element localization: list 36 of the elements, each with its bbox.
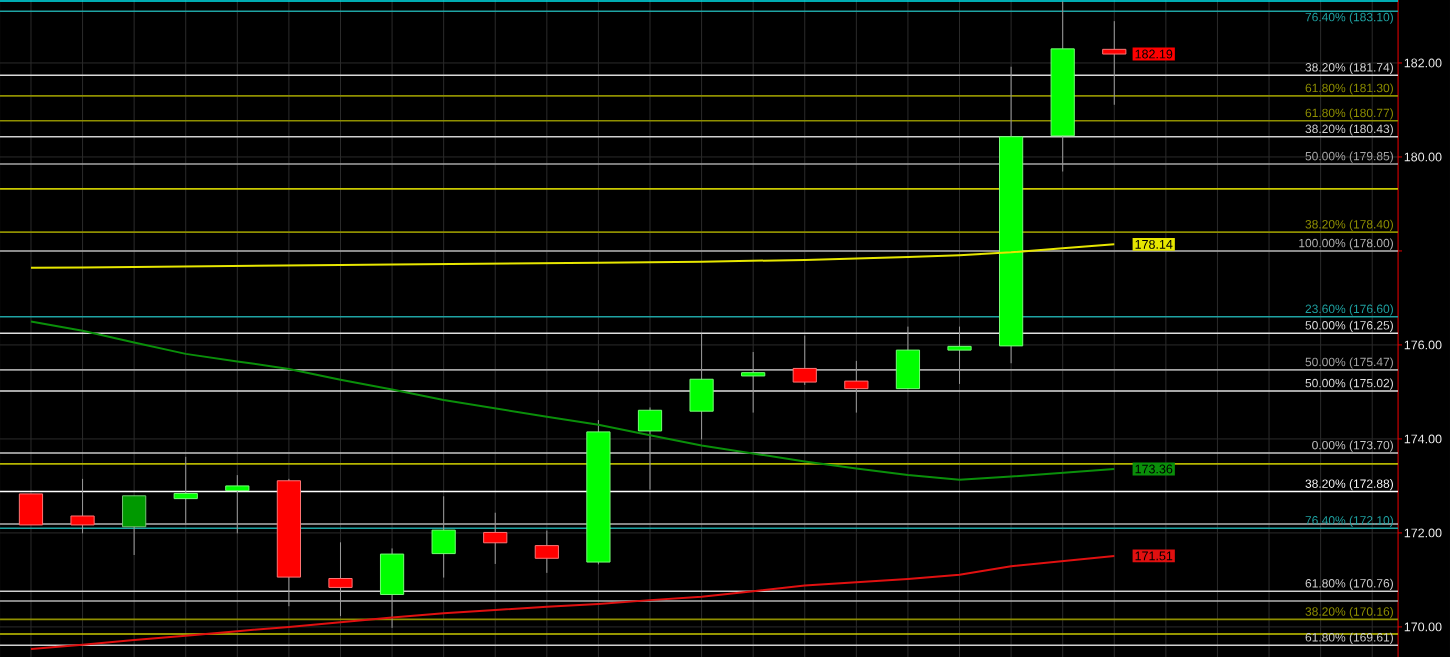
candlestick: [225, 474, 250, 534]
ref-line-label: 38.20% (181.74): [1305, 62, 1393, 74]
ref-line-label: 61.80% (170.76): [1305, 578, 1393, 590]
candlestick: [173, 456, 198, 526]
ref-line-label: 50.00% (176.25): [1305, 320, 1393, 332]
candlestick: [328, 541, 353, 617]
ref-line-label: 61.80% (180.77): [1305, 108, 1393, 120]
ref-line-label: 23.60% (176.60): [1305, 304, 1393, 316]
text: 182.19: [1135, 49, 1173, 59]
candlestick: [431, 495, 456, 579]
y-tick-label: 182.00: [1404, 58, 1442, 68]
ref-line-label: 38.20% (178.40): [1305, 219, 1393, 231]
y-tick-label: 172.00: [1404, 528, 1442, 538]
candlestick: [70, 478, 95, 534]
data-label: 178.14: [1135, 239, 1173, 249]
ref-line-label: 76.40% (183.10): [1305, 12, 1393, 24]
y-tick-label: 170.00: [1404, 622, 1442, 632]
ref-line-label: 50.00% (175.02): [1305, 378, 1393, 390]
ref-line-label: 38.20% (172.88): [1305, 479, 1393, 491]
y-tick-label: 176.00: [1404, 340, 1442, 350]
data-label: 173.36: [1135, 464, 1173, 474]
candlestick: [1102, 20, 1127, 106]
data-label: 171.51: [1135, 551, 1173, 561]
ref-line-label: 0.00% (173.70): [1312, 440, 1393, 452]
candlestick: [637, 406, 663, 491]
y-tick-label: 174.00: [1404, 434, 1442, 444]
candlestick: [483, 512, 508, 565]
ref-line-label: 50.00% (179.85): [1305, 151, 1393, 163]
ref-line-label: 61.80% (181.30): [1305, 83, 1393, 95]
ref-line-label: 61.80% (169.61): [1305, 632, 1393, 644]
y-tick-label: 180.00: [1404, 152, 1442, 162]
ref-line-label: 38.20% (180.43): [1305, 124, 1393, 136]
ref-line-label: 100.00% (178.00): [1299, 238, 1393, 250]
ref-line-label: 50.00% (175.47): [1305, 357, 1393, 369]
candlestick: [534, 530, 559, 574]
ref-line-label: 38.20% (170.16): [1305, 606, 1393, 619]
